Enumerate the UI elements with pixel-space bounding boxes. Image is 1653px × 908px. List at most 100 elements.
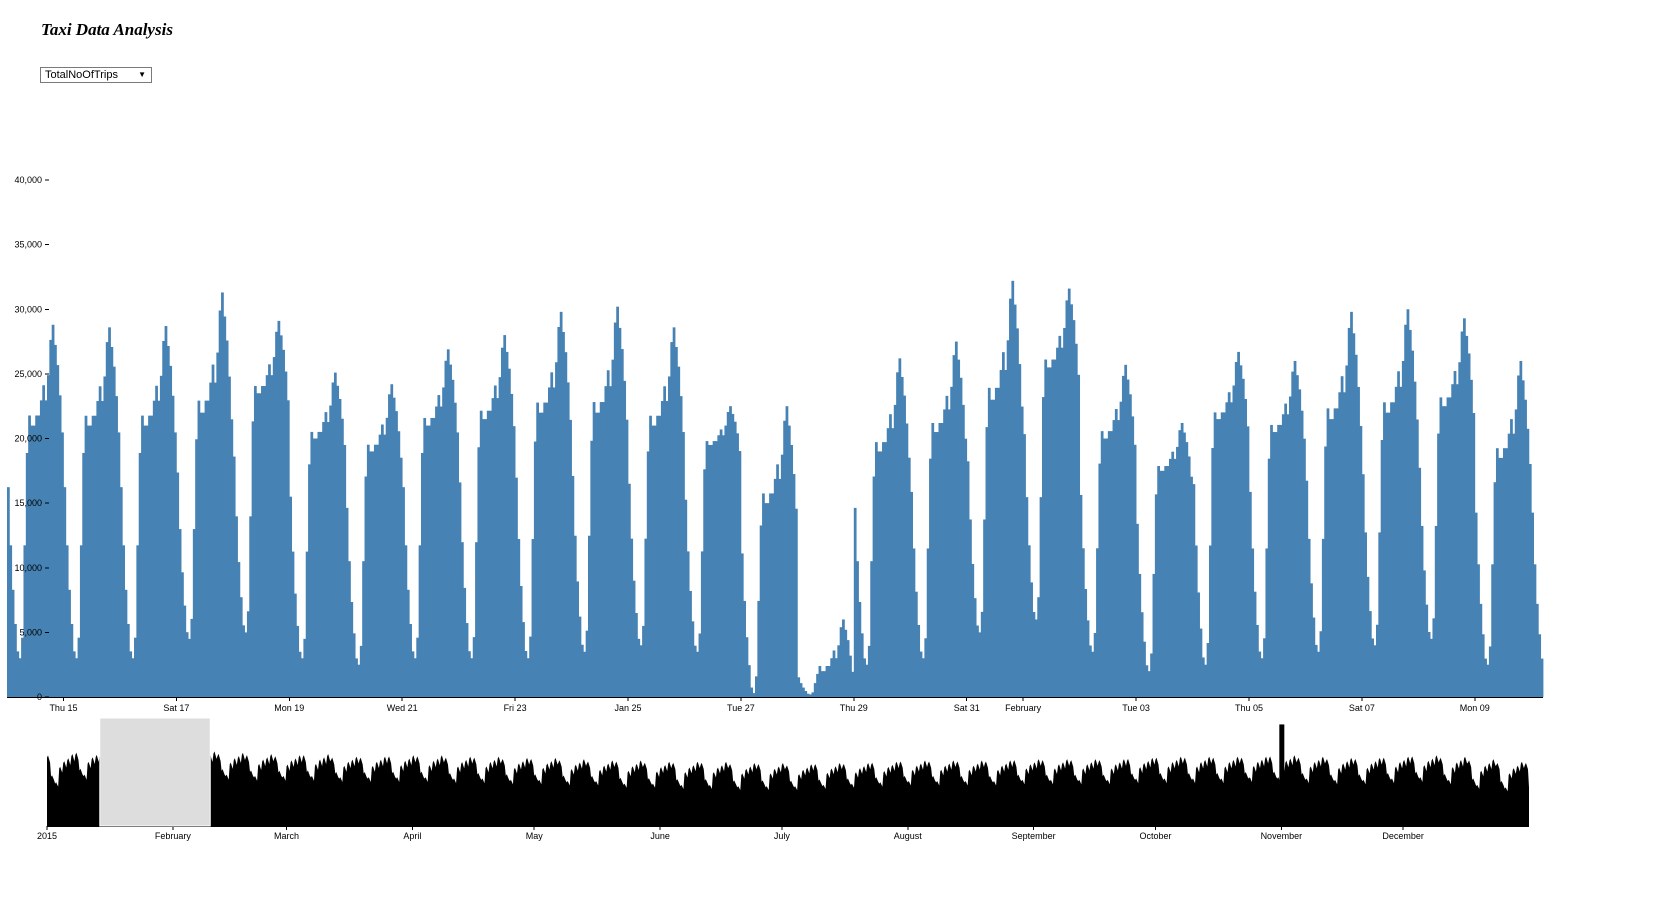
- focus-bar: [926, 548, 930, 697]
- focus-bar: [983, 519, 986, 697]
- focus-bar: [1303, 438, 1306, 697]
- focus-bar: [954, 341, 958, 697]
- focus-bar: [672, 327, 676, 697]
- x-tick-label: Jan 25: [614, 703, 641, 713]
- context-x-tick-label: June: [650, 831, 670, 841]
- focus-bar: [1383, 402, 1386, 697]
- brush-selection[interactable]: [99, 717, 211, 827]
- focus-bar: [950, 386, 953, 697]
- focus-bar: [1220, 412, 1224, 697]
- focus-bar: [1159, 470, 1163, 697]
- focus-bar: [710, 444, 714, 697]
- focus-bar: [1147, 671, 1151, 697]
- focus-bar: [675, 346, 678, 697]
- focus-bar: [1505, 448, 1509, 697]
- focus-bar: [1263, 638, 1266, 697]
- focus-bar: [1446, 397, 1450, 697]
- focus-bar: [846, 640, 850, 697]
- focus-bar: [1169, 458, 1172, 697]
- context-brush[interactable]: [97, 717, 213, 827]
- focus-bar: [1524, 399, 1527, 697]
- focus-bar: [263, 386, 267, 697]
- focus-bar: [616, 306, 619, 697]
- focus-bar: [792, 474, 796, 697]
- focus-bar: [1291, 371, 1295, 697]
- focus-bar: [679, 396, 683, 697]
- focus-bar: [378, 434, 382, 697]
- focus-bar: [1437, 433, 1440, 697]
- focus-bar: [1044, 359, 1048, 697]
- focus-bar: [764, 503, 768, 698]
- focus-bar: [406, 589, 410, 697]
- focus-bar: [639, 645, 643, 697]
- focus-bar: [1479, 603, 1483, 697]
- focus-bar: [1206, 643, 1210, 697]
- focus-bar: [1540, 658, 1544, 697]
- focus-bar: [1070, 304, 1073, 697]
- brush-handle-left[interactable]: [97, 718, 103, 826]
- focus-bar: [562, 332, 565, 697]
- focus-bar: [82, 452, 86, 697]
- focus-bar: [564, 352, 568, 697]
- focus-bar: [578, 616, 582, 697]
- focus-bar: [1232, 385, 1236, 697]
- focus-bar: [388, 394, 391, 697]
- focus-bar: [35, 415, 38, 697]
- focus-bar: [656, 415, 659, 697]
- focus-bar: [832, 650, 836, 697]
- focus-bar: [115, 396, 118, 697]
- focus-bar: [308, 464, 311, 697]
- focus-bar: [522, 622, 525, 697]
- focus-bar: [780, 454, 784, 697]
- focus-bar: [585, 630, 589, 697]
- focus-bar: [1197, 592, 1200, 697]
- focus-bar: [1343, 392, 1346, 697]
- focus-bar: [105, 342, 109, 697]
- focus-bar: [797, 677, 801, 697]
- context-x-tick-label: February: [155, 831, 192, 841]
- focus-bar: [166, 345, 170, 697]
- focus-bar: [794, 508, 798, 697]
- brush-handle-right[interactable]: [207, 718, 213, 826]
- focus-bar: [1067, 288, 1071, 697]
- focus-bar: [37, 415, 41, 697]
- focus-bar: [686, 551, 690, 697]
- focus-bar: [1180, 422, 1184, 697]
- focus-bar: [745, 637, 749, 697]
- focus-bar: [79, 545, 83, 697]
- focus-bar: [783, 420, 786, 697]
- focus-bar: [390, 384, 394, 697]
- x-tick-label: Tue 27: [727, 703, 755, 713]
- context-x-tick-label: April: [403, 831, 421, 841]
- focus-bar: [176, 472, 180, 697]
- focus-bar: [317, 431, 321, 697]
- focus-bar: [162, 340, 165, 697]
- focus-bar: [1187, 456, 1191, 697]
- focus-bar: [738, 451, 742, 697]
- focus-bar: [404, 545, 408, 697]
- focus-bar: [865, 664, 869, 697]
- focus-bar: [736, 433, 739, 697]
- focus-bar: [425, 425, 429, 697]
- focus-bar: [315, 438, 318, 697]
- focus-bar: [1051, 359, 1055, 697]
- metric-dropdown[interactable]: TotalNoOfTrips ▼: [40, 67, 152, 83]
- focus-bar: [1244, 398, 1248, 697]
- focus-bar: [917, 624, 921, 697]
- focus-bar: [853, 507, 857, 697]
- focus-bar: [1535, 603, 1539, 697]
- focus-bar: [505, 351, 509, 697]
- focus-bar: [437, 395, 441, 697]
- focus-bar: [1227, 392, 1231, 697]
- focus-bar: [110, 346, 114, 697]
- focus-bar: [1230, 402, 1233, 697]
- chevron-down-icon: ▼: [138, 70, 146, 79]
- focus-bar: [1394, 386, 1398, 697]
- focus-bar: [1350, 311, 1353, 697]
- x-tick-label: Sat 31: [954, 703, 980, 713]
- focus-bar: [345, 507, 349, 697]
- focus-bar: [155, 385, 158, 697]
- context-x-tick-label: December: [1382, 831, 1424, 841]
- focus-bar: [696, 651, 699, 697]
